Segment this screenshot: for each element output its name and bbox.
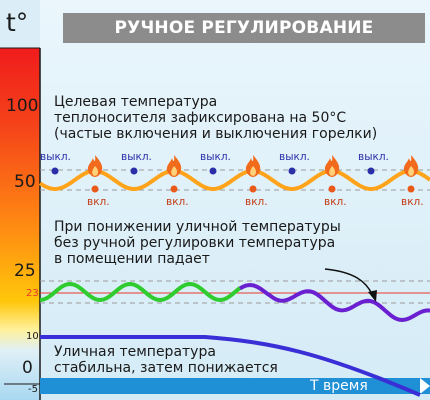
page-title: РУЧНОЕ РЕГУЛИРОВАНИЕ	[63, 13, 425, 43]
coolant-temperature-wave	[38, 168, 430, 192]
burner-on-label-2: вкл.	[166, 196, 189, 208]
outdoor-temperature-line	[40, 335, 421, 397]
burner-on-label-1: вкл.	[87, 196, 110, 208]
indoor-temperature-violet	[238, 282, 430, 323]
tick-10: 10	[26, 331, 39, 342]
burner-on-dot	[249, 185, 257, 193]
target-note-line-2: теплоносителя зафиксирована на 50°С	[54, 110, 347, 126]
burner-on-dot	[328, 185, 336, 193]
burner-off-label-5: выкл.	[358, 151, 389, 163]
burner-on-dot	[170, 185, 178, 193]
arrow-head-icon	[368, 290, 377, 302]
time-axis-bar	[40, 378, 430, 394]
burner-off-dot	[367, 167, 375, 175]
target-note-line-3: (частые включения и выключения горелки)	[54, 126, 378, 142]
burner-off-label-3: выкл.	[200, 151, 231, 163]
burner-on-label-4: вкл.	[324, 196, 347, 208]
burner-on-dot	[407, 185, 415, 193]
outdoor-note-line-2: стабильна, затем понижается	[54, 360, 278, 376]
indoor-note-line-3: в помещении падает	[54, 251, 210, 267]
burner-off-dot	[209, 167, 217, 175]
burner-off-label-1: выкл.	[40, 151, 71, 163]
indoor-temperature-green	[39, 281, 242, 303]
burner-markers	[51, 155, 419, 193]
indoor-note-line-1: При понижении уличной температуры	[54, 219, 341, 235]
tick-minus5: -5	[28, 384, 38, 395]
temperature-scale-bar	[0, 48, 40, 400]
burner-off-dot	[288, 167, 296, 175]
chart-panel	[40, 0, 430, 400]
burner-on-label-3: вкл.	[245, 196, 268, 208]
time-arrow-icon	[420, 378, 430, 394]
tick-50: 50	[14, 172, 36, 192]
target-note-line-1: Целевая температура	[54, 94, 218, 110]
burner-off-label-2: выкл.	[121, 151, 152, 163]
indoor-note-line-2: без ручной регулировки температура	[54, 235, 336, 251]
y-axis-symbol: t°	[6, 8, 29, 37]
burner-on-dot	[91, 185, 99, 193]
outdoor-note-line-1: Уличная температура	[54, 344, 216, 360]
burner-on-label-5: вкл.	[401, 196, 424, 208]
tick-100: 100	[6, 96, 39, 116]
tick-23: 23	[26, 288, 39, 299]
burner-off-label-4: выкл.	[279, 151, 310, 163]
burner-off-dot	[51, 167, 59, 175]
x-axis-label: T время	[310, 378, 368, 394]
annotation-arrow	[324, 268, 373, 295]
burner-off-dot	[130, 167, 138, 175]
tick-25: 25	[14, 261, 36, 281]
tick-0: 0	[22, 358, 33, 378]
